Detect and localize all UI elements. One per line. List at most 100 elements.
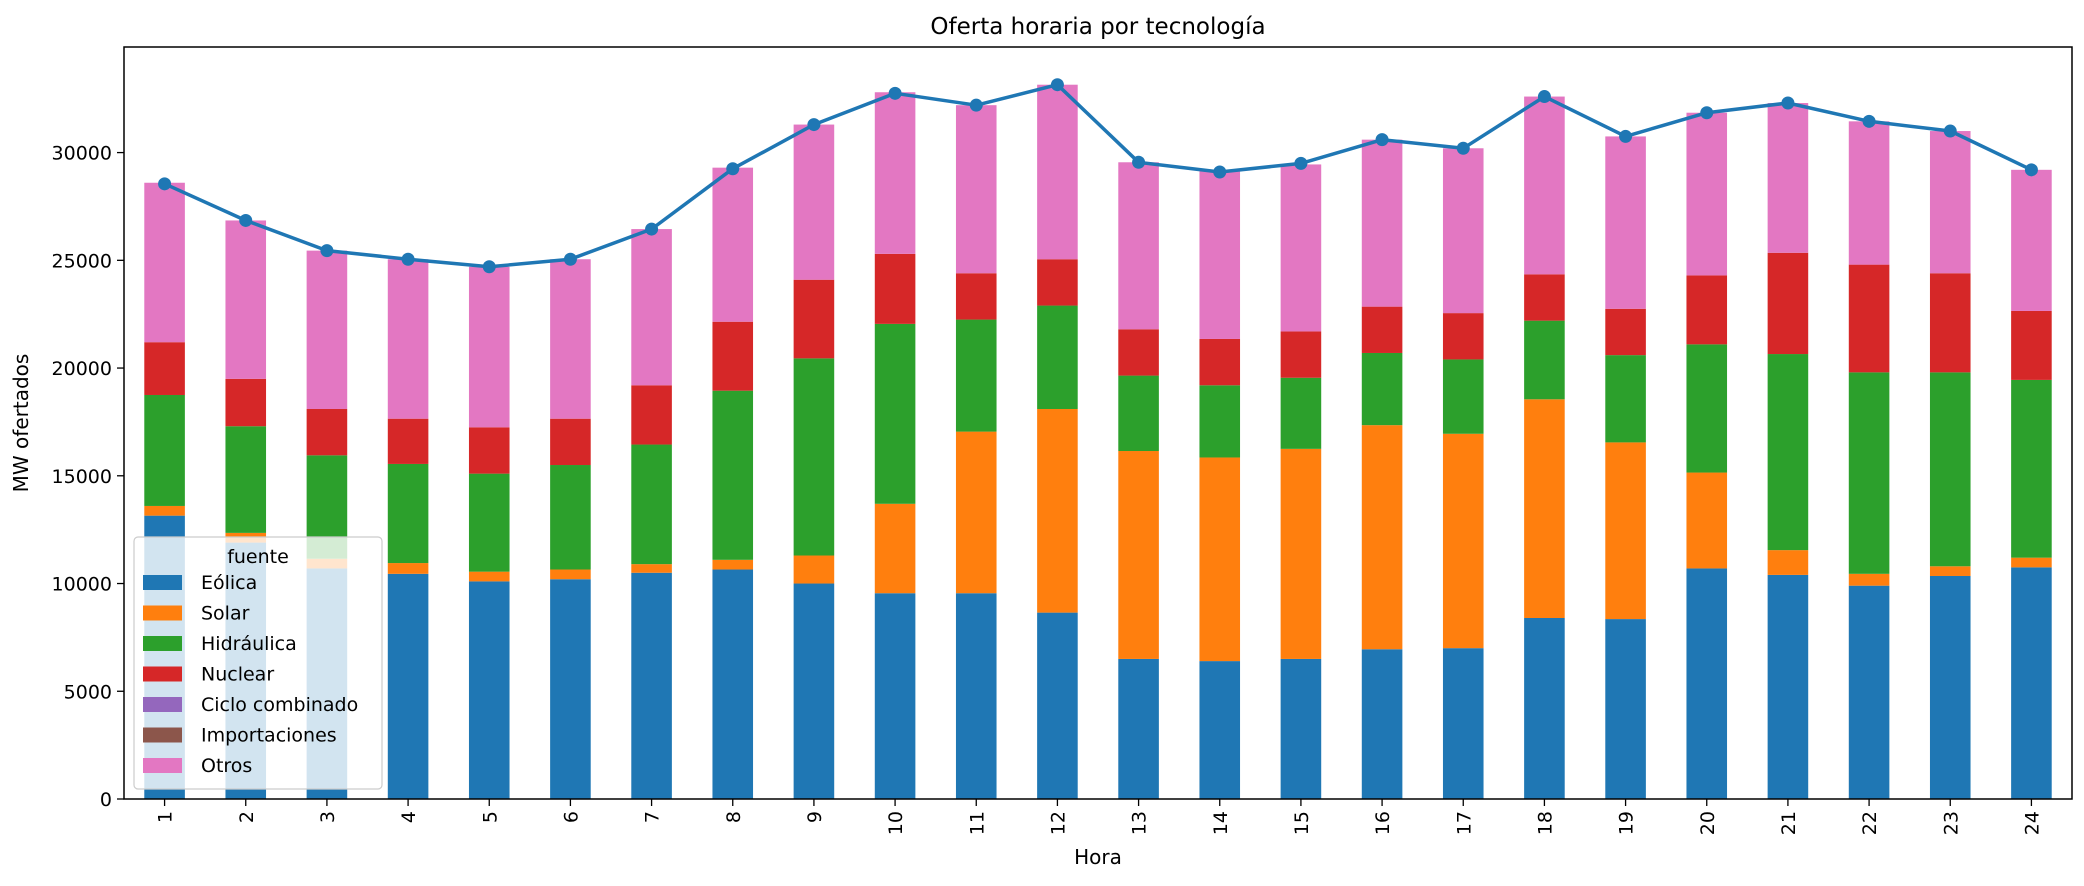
y-tick-label: 5000	[64, 681, 112, 703]
y-axis-label: MW ofertados	[9, 354, 33, 493]
y-tick-label: 30000	[52, 143, 112, 165]
bar-nuclear-h8	[712, 321, 754, 391]
y-tick-label: 15000	[52, 466, 112, 488]
total-point-h21	[1781, 96, 1795, 110]
bar-hidráulica-h7	[631, 444, 672, 565]
x-tick-label: 18	[1534, 811, 1556, 835]
bar-otros-h9	[793, 124, 835, 280]
total-point-h6	[563, 252, 577, 266]
bar-eólica-h17	[1442, 648, 1484, 799]
total-point-h14	[1213, 165, 1227, 179]
bar-solar-h19	[1605, 442, 1646, 620]
bar-hidráulica-h13	[1118, 375, 1159, 452]
total-line-layer	[158, 78, 2038, 274]
bar-hidráulica-h12	[1037, 305, 1078, 409]
total-point-h3	[320, 244, 334, 258]
bar-eólica-h22	[1848, 585, 1890, 799]
x-tick-label: 5	[479, 811, 501, 823]
total-point-h12	[1050, 78, 1064, 92]
bar-solar-h11	[955, 431, 997, 594]
bar-otros-h5	[468, 266, 510, 428]
total-point-h11	[969, 98, 983, 112]
x-tick-label: 9	[804, 811, 826, 823]
total-point-h4	[401, 252, 415, 266]
bar-hidráulica-h6	[550, 465, 591, 570]
bar-otros-h1	[144, 182, 185, 343]
bar-nuclear-h10	[874, 253, 916, 324]
legend-box	[133, 536, 383, 790]
bar-nuclear-h15	[1280, 331, 1322, 378]
bar-hidráulica-h9	[793, 358, 835, 556]
bar-eólica-h23	[1929, 575, 1971, 799]
bar-solar-h24	[2011, 557, 2052, 568]
legend-swatch-otros	[143, 758, 182, 773]
total-point-h24	[2024, 163, 2038, 177]
bar-eólica-h24	[2011, 567, 2052, 799]
bar-hidráulica-h2	[225, 426, 267, 533]
bar-hidráulica-h20	[1686, 344, 1728, 473]
bar-hidráulica-h5	[468, 473, 510, 572]
x-tick-label: 14	[1210, 811, 1232, 835]
x-tick-label: 2	[236, 811, 258, 823]
total-point-h16	[1375, 133, 1389, 147]
bar-otros-h6	[550, 259, 591, 419]
bar-eólica-h20	[1686, 568, 1728, 799]
legend-swatch-importaciones	[143, 727, 182, 743]
bar-solar-h4	[387, 563, 429, 574]
y-axis: 0 5000 10000 15000 20000 25000 30000	[52, 143, 124, 811]
bar-nuclear-h23	[1929, 273, 1971, 373]
total-point-h15	[1294, 156, 1308, 170]
bar-solar-h1	[144, 505, 185, 516]
bar-eólica-h5	[468, 581, 510, 799]
bar-nuclear-h19	[1605, 308, 1646, 356]
bar-solar-h18	[1524, 399, 1565, 619]
bar-nuclear-h16	[1361, 306, 1403, 353]
x-axis-label: Hora	[1074, 845, 1122, 869]
bar-hidráulica-h16	[1361, 352, 1403, 426]
y-tick-label: 25000	[52, 250, 112, 272]
bar-nuclear-h24	[2011, 310, 2052, 380]
bar-eólica-h9	[793, 583, 835, 799]
bar-otros-h14	[1199, 170, 1241, 339]
bar-hidráulica-h14	[1199, 385, 1241, 458]
bar-otros-h17	[1442, 148, 1484, 314]
legend: fuente Eólica Solar Hidráulica Nuclear Ciclo…	[133, 536, 383, 790]
bar-nuclear-h17	[1442, 313, 1484, 360]
bar-hidráulica-h21	[1767, 354, 1809, 551]
total-point-h20	[1700, 106, 1714, 120]
total-point-h9	[807, 118, 821, 132]
bar-otros-h10	[874, 92, 916, 254]
bar-nuclear-h22	[1848, 264, 1890, 373]
bar-solar-h7	[631, 564, 672, 573]
x-tick-label: 16	[1372, 811, 1394, 835]
bar-nuclear-h20	[1686, 275, 1728, 345]
bar-eólica-h8	[712, 569, 754, 799]
bar-eólica-h21	[1767, 574, 1809, 799]
bar-hidráulica-h23	[1929, 372, 1971, 567]
x-tick-label: 10	[885, 811, 907, 835]
bar-eólica-h15	[1280, 658, 1322, 799]
x-tick-label: 20	[1697, 811, 1719, 835]
x-tick-label: 8	[723, 811, 745, 823]
legend-swatch-solar	[143, 605, 182, 621]
bar-solar-h15	[1280, 448, 1322, 659]
bar-otros-h19	[1605, 136, 1646, 309]
bar-solar-h23	[1929, 566, 1971, 576]
bar-solar-h8	[712, 559, 754, 570]
bar-eólica-h4	[387, 573, 429, 799]
bar-eólica-h10	[874, 593, 916, 799]
bar-solar-h5	[468, 571, 510, 582]
legend-swatch-ciclo-combinado	[143, 697, 182, 712]
total-point-h23	[1943, 124, 1957, 138]
bar-otros-h13	[1118, 162, 1159, 330]
bar-nuclear-h4	[387, 418, 429, 464]
x-tick-label: 22	[1859, 811, 1881, 835]
legend-label-importaciones: Importaciones	[201, 725, 337, 747]
bar-eólica-h12	[1037, 612, 1078, 799]
bar-otros-h11	[955, 105, 997, 274]
legend-label-solar: Solar	[201, 603, 250, 625]
total-point-h7	[645, 222, 659, 236]
legend-swatch-hidráulica	[143, 636, 182, 651]
bar-nuclear-h1	[144, 342, 185, 395]
